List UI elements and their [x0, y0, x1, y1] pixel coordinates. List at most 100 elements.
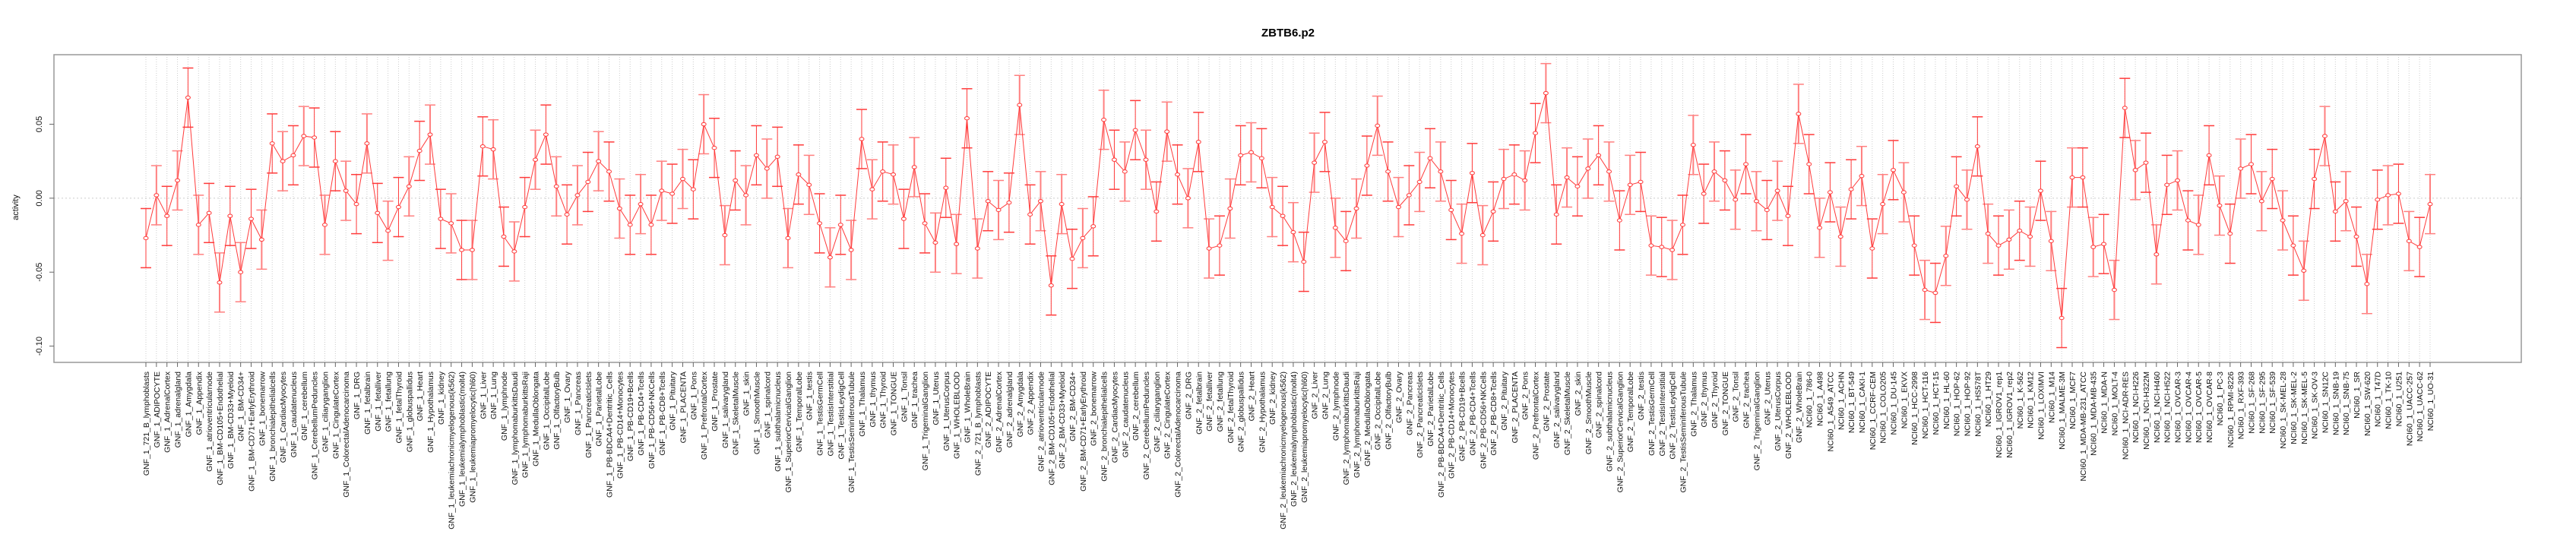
data-point [1027, 212, 1033, 217]
x-tick-label: NCI60_1_SK-OV-3 [2311, 372, 2320, 439]
x-tick-label: GNF_2_Tonsil [1732, 372, 1741, 422]
data-point [1522, 178, 1528, 183]
data-point [974, 246, 980, 251]
x-tick-label: GNF_2_AdrenalCortex [995, 371, 1004, 453]
data-point [2280, 218, 2286, 223]
x-tick-label: GNF_2_PB-BDCA4+Dentritic_Cells [1437, 372, 1446, 498]
x-tick-label: GNF_1_CerebellumPeduncles [311, 372, 320, 479]
data-point [1217, 243, 1223, 248]
x-tick-label: GNF_1_adrenalgland [174, 372, 183, 448]
data-point [616, 206, 622, 211]
x-tick-label: GNF_2_CardiacMyocytes [1110, 372, 1119, 463]
x-tick-label: GNF_1_BM-CD34+ [237, 372, 246, 441]
x-tick-label: GNF_1_PLACENTA [679, 372, 688, 443]
x-tick-label: GNF_2_Hypothalamus [1258, 372, 1267, 453]
x-tick-label: GNF_1_caudatenucleus [290, 372, 299, 457]
x-tick-label: GNF_2_DRG [1184, 372, 1193, 419]
x-tick-label: GNF_1_TestisLeydigCell [837, 372, 846, 460]
data-point [1238, 153, 1244, 158]
data-point [175, 178, 181, 183]
x-tick-label: GNF_2_atrioventricularnode [1036, 372, 1046, 472]
data-point [1817, 226, 1823, 230]
x-tick-label: GNF_2_CingulateCortex [1163, 371, 1172, 459]
data-point [2301, 268, 2307, 273]
data-point [1227, 206, 1233, 211]
data-point [701, 122, 707, 127]
data-point [753, 153, 759, 158]
x-tick-label: GNF_2_leukemiapromyelocytic(hl60) [1300, 372, 1309, 503]
data-point [153, 193, 160, 198]
data-point [543, 132, 549, 137]
data-point [1848, 187, 1854, 191]
x-tick-label: GNF_1_PB-CD4+Tcells [637, 372, 646, 456]
x-tick-label: NCI60_1_MCF7 [2068, 372, 2078, 429]
x-tick-label: GNF_1_BM-CD33+Myeloid [226, 372, 236, 469]
x-tick-label: GNF_2_salivarygland [1552, 372, 1562, 448]
x-tick-label: NCI60_1_SK-MEL-28 [2279, 372, 2288, 449]
x-tick-label: GNF_1_PB-CD19+Bcells [626, 372, 635, 461]
x-tick-label: GNF_2_721_B_lymphoblasts [973, 372, 983, 476]
x-tick-label: GNF_1_ParietalLobe [595, 372, 604, 447]
x-tick-label: GNF_1_WHOLEBLOOD [953, 372, 962, 459]
x-tick-label: GNF_2_fetallung [1216, 372, 1225, 432]
data-point [280, 159, 286, 163]
x-tick-label: NCI60_1_A549_ATCC [1826, 372, 1835, 452]
data-point [827, 255, 833, 260]
data-point [1479, 232, 1486, 238]
x-tick-label: GNF_2_TemporalLobe [1626, 372, 1635, 452]
x-tick-label: GNF_2_SmoothMuscle [1584, 372, 1593, 454]
x-tick-label: GNF_1_leukemiapromyelocytic(hl60) [468, 372, 477, 503]
x-tick-label: GNF_1_TestisInterstitial [826, 372, 835, 456]
data-point [364, 141, 370, 146]
x-tick-label: GNF_1_Hypothalamus [426, 372, 435, 453]
data-point [1900, 190, 1907, 194]
data-point [1195, 140, 1201, 144]
data-point [1101, 117, 1107, 122]
x-tick-label: GNF_1_AdrenalCortex [163, 371, 172, 453]
x-tick-label: NCI60_1_RPMI-8226 [2226, 372, 2236, 448]
x-tick-label: GNF_1_atrioventricularnode [205, 372, 214, 472]
data-point [2017, 229, 2023, 233]
data-point [469, 248, 475, 252]
data-point [1048, 283, 1054, 288]
x-tick-label: NCI60_1_HT29 [1984, 372, 1993, 427]
x-tick-label: GNF_2_spinalcord [1595, 372, 1604, 438]
x-tick-label: NCI60_1_HOP-92 [1963, 372, 1972, 436]
data-point [911, 165, 917, 169]
data-point [1911, 243, 1917, 248]
data-point [2185, 218, 2191, 223]
data-point [1175, 172, 1181, 177]
x-tick-label: GNF_2_UterusCorpus [1774, 372, 1783, 451]
data-point [1690, 143, 1696, 147]
x-tick-label: GNF_1_OccipitalLobe [542, 372, 551, 450]
data-point [2312, 176, 2318, 182]
data-point [859, 137, 865, 141]
x-tick-label: GNF_1_thymus [869, 372, 878, 428]
data-point [1154, 209, 1160, 214]
data-point [1017, 103, 1023, 107]
x-tick-label: GNF_1_globuspallidus [405, 372, 414, 452]
data-point [1059, 201, 1065, 207]
data-point [2416, 245, 2423, 249]
x-tick-label: NCI60_1_HL-60 [1942, 372, 1951, 429]
data-point [1943, 254, 1949, 258]
data-point [1037, 199, 1043, 204]
data-point [2069, 175, 2075, 180]
x-tick-label: GNF_1_CingulateCortex [331, 371, 340, 459]
x-tick-label: GNF_2_TONGUE [1721, 372, 1730, 435]
x-tick-label: GNF_2_SuperiorCervicalGanglion [1616, 372, 1625, 492]
data-point [511, 249, 517, 254]
x-tick-label: GNF_1_ColorectalAdenocarcinoma [342, 372, 351, 498]
x-tick-label: GNF_2_WHOLEBLOOD [1784, 372, 1793, 459]
x-tick-label: GNF_2_PB-CD19+Bcells [1458, 372, 1467, 461]
x-tick-label: NCI60_1_NCI-ADR-RES [2121, 372, 2130, 460]
data-point [143, 236, 149, 241]
x-tick-label: GNF_2_Pituitary [1500, 371, 1509, 430]
x-tick-label: GNF_2_leukemialymphoblastic(molt4) [1290, 372, 1299, 507]
data-point [2427, 201, 2433, 207]
x-tick-label: GNF_2_TrigeminalGanglion [1752, 372, 1761, 470]
data-point [238, 270, 244, 274]
data-point [2101, 242, 2107, 246]
data-point [2353, 234, 2359, 239]
data-point [1511, 172, 1517, 177]
